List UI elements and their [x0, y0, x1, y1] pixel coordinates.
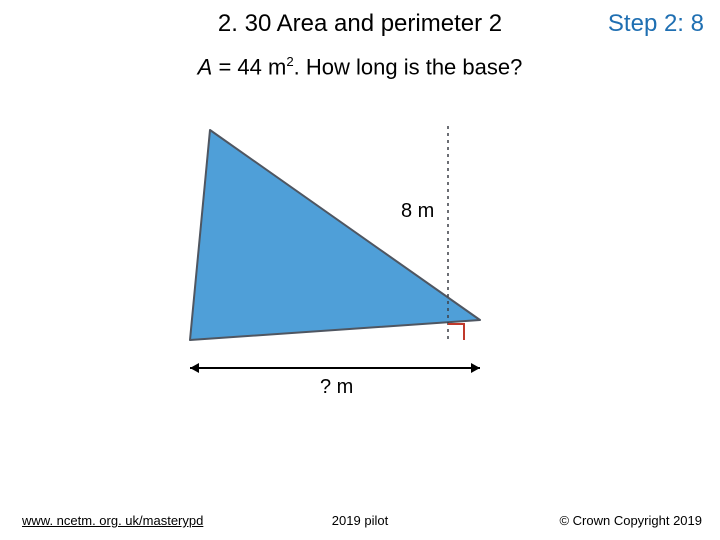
figure: 8 m ? m: [170, 120, 540, 420]
slide-title: 2. 30 Area and perimeter 2: [218, 10, 502, 38]
footer-copyright: © Crown Copyright 2019: [559, 513, 702, 528]
footer-pilot: 2019 pilot: [332, 513, 388, 528]
question-relation: = 44 m: [212, 54, 286, 79]
triangle-diagram: [170, 120, 540, 420]
variable-a: A: [198, 54, 213, 79]
height-label: 8 m: [401, 200, 434, 223]
footer-url[interactable]: www. ncetm. org. uk/masterypd: [22, 513, 203, 528]
slide: 2. 30 Area and perimeter 2 Step 2: 8 A =…: [0, 0, 720, 540]
question-text: A = 44 m2. How long is the base?: [0, 54, 720, 80]
question-exponent: 2: [286, 54, 293, 69]
base-label: ? m: [320, 376, 353, 399]
step-indicator: Step 2: 8: [608, 10, 704, 38]
question-rest: . How long is the base?: [294, 54, 523, 79]
